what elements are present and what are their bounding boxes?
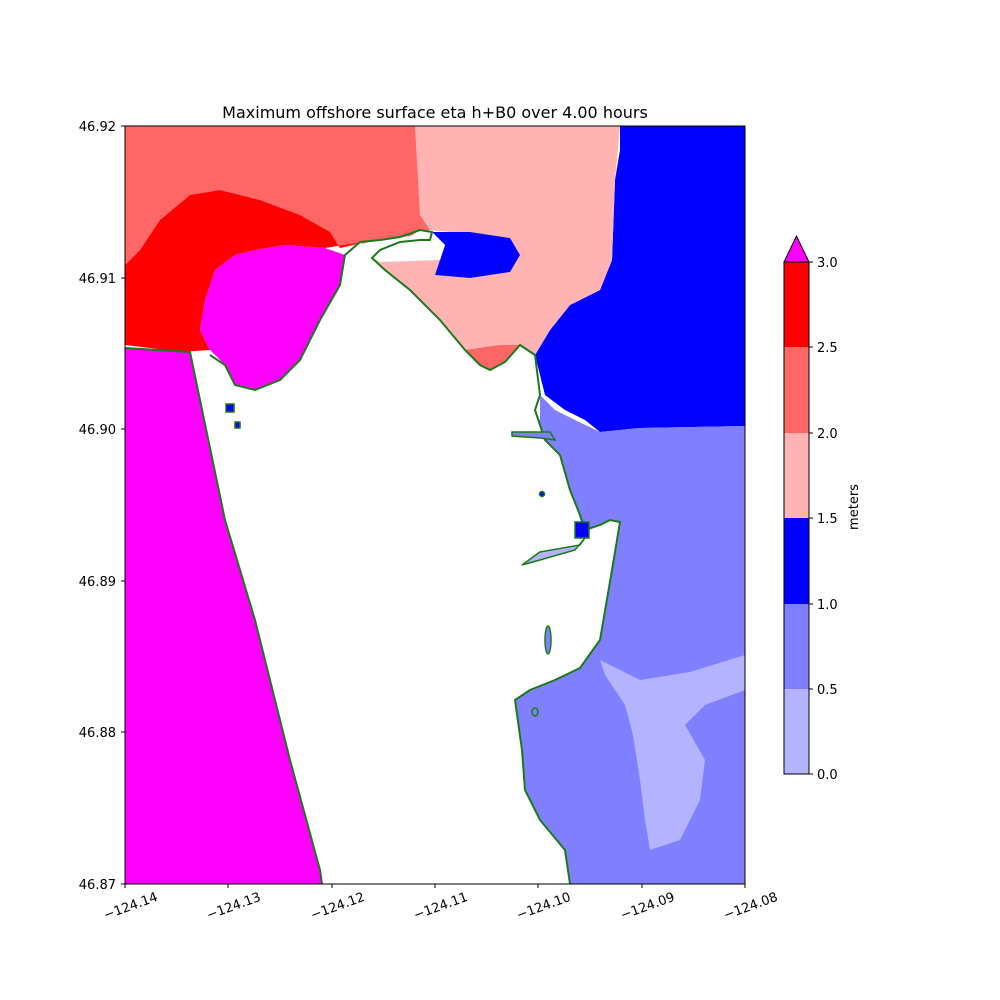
y-tick-label: 46.90 (79, 423, 116, 438)
land-main (190, 242, 620, 884)
islet-slough (522, 538, 585, 565)
land-spit (372, 230, 445, 262)
region-red-west (125, 190, 362, 352)
colorbar-bin-3 (784, 433, 809, 518)
colorbar-bin-2 (784, 518, 809, 604)
x-tick-label: −124.14 (102, 890, 160, 923)
region-mediumred-northwest (125, 126, 430, 265)
region-magenta-northwest (200, 245, 345, 390)
colorbar-tick-label: 2.5 (817, 341, 838, 356)
islet-small-3 (574, 521, 590, 539)
x-tick-label: −124.08 (722, 890, 780, 923)
colorbar-label: meters (847, 484, 862, 530)
map-area (125, 126, 745, 884)
colorbar-extend-arrow (783, 234, 810, 263)
region-lightred-north (372, 126, 620, 365)
plot-title: Maximum offshore surface eta h+B0 over 4… (222, 103, 648, 122)
islet-small-1 (225, 403, 235, 413)
y-tick-label: 46.89 (79, 575, 116, 590)
islet-small-6 (538, 490, 546, 498)
colorbar-bin-0 (784, 689, 809, 774)
y-tick-label: 46.87 (79, 878, 116, 893)
x-tick-label: −124.13 (205, 890, 263, 923)
x-tick-label: −124.10 (515, 890, 573, 923)
colorbar-bin-5 (784, 262, 809, 347)
region-palest-southeast (600, 655, 745, 850)
y-tick-label: 46.91 (79, 272, 116, 287)
y-tick-label: 46.88 (79, 726, 116, 741)
x-tick-label: −124.09 (619, 890, 677, 923)
colorbar-tick-label: 0.0 (817, 768, 838, 783)
colorbar-tick-label: 0.5 (817, 683, 838, 698)
islet-small-5 (531, 707, 539, 717)
x-axis: −124.14 −124.13 −124.12 −124.11 −124.10 … (102, 884, 780, 923)
colorbar: 3.0 2.5 2.0 1.5 1.0 0.5 0.0 meters (783, 234, 862, 783)
islet-small-2 (234, 421, 241, 429)
x-tick-label: −124.12 (309, 890, 367, 923)
coastline (125, 228, 622, 884)
region-blue-inlet (432, 232, 520, 278)
region-blue-northeast (535, 126, 745, 432)
colorbar-tick-label: 1.0 (817, 598, 838, 613)
x-tick-label: −124.11 (412, 890, 470, 923)
y-axis: 46.92 46.91 46.90 46.89 46.88 46.87 (79, 120, 125, 893)
colorbar-bin-4 (784, 347, 809, 433)
coastline-inlet (511, 431, 557, 441)
islet-small-4 (544, 625, 552, 655)
colorbar-tick-label: 3.0 (817, 256, 838, 271)
colorbar-tick-label: 1.5 (817, 512, 838, 527)
colorbar-bin-1 (784, 604, 809, 689)
colorbar-tick-label: 2.0 (817, 427, 838, 442)
region-magenta-southwest (125, 348, 322, 884)
y-tick-label: 46.92 (79, 120, 116, 135)
